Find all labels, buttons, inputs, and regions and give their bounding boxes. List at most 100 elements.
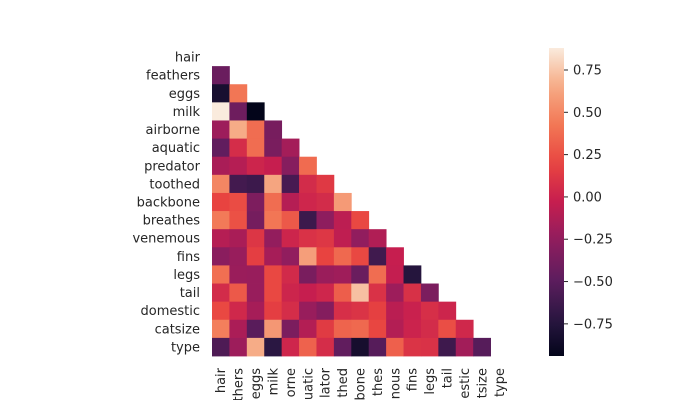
x-tick-label-hair: hair — [214, 367, 229, 393]
heatmap-cell-type-catsize — [473, 337, 491, 357]
heatmap-cell-aquatic-feathers — [229, 138, 248, 158]
heatmap-cell-catsize-backbone — [351, 319, 370, 339]
heatmap-cell-tail-predator — [316, 283, 335, 303]
heatmap-cell-breathes-hair — [212, 211, 230, 230]
heatmap-cell-tail-toothed — [333, 283, 352, 303]
x-tick-label-milk: milk — [266, 368, 281, 396]
x-tick-label-legs: legs — [423, 368, 438, 395]
heatmap-cell-breathes-feathers — [229, 211, 248, 230]
y-tick-label-venemous: venemous — [132, 232, 200, 247]
x-tick-label-type: type — [493, 368, 508, 397]
heatmap-cell-catsize-breathes — [368, 319, 387, 339]
heatmap-cell-backbone-toothed — [333, 192, 352, 212]
heatmap-cell-domestic-eggs — [246, 301, 265, 321]
heatmap-cell-legs-breathes — [368, 265, 387, 284]
heatmap-cell-domestic-milk — [264, 301, 283, 321]
heatmap-cell-feathers-hair — [212, 66, 230, 85]
heatmap-cell-breathes-airborne — [281, 211, 300, 230]
y-tick-label-milk: milk — [173, 105, 201, 120]
heatmap-cell-toothed-aquatic — [299, 174, 317, 194]
heatmap-cell-venemous-milk — [264, 229, 283, 248]
heatmap-cell-domestic-aquatic — [299, 301, 317, 321]
colorbar-gradient — [549, 48, 564, 356]
heatmap-cell-predator-milk — [264, 156, 283, 176]
heatmap-cell-tail-eggs — [246, 283, 265, 303]
x-tick-label-feathers: thers — [232, 368, 247, 400]
heatmap-cell-backbone-aquatic — [299, 192, 317, 212]
heatmap-cell-backbone-feathers — [229, 192, 248, 212]
heatmap-cell-venemous-feathers — [229, 229, 248, 248]
heatmap-cell-fins-breathes — [368, 247, 387, 266]
y-tick-label-aquatic: aquatic — [152, 141, 200, 156]
heatmap-cell-backbone-eggs — [246, 192, 265, 212]
heatmap-cell-milk-eggs — [246, 102, 265, 121]
heatmap-cell-eggs-feathers — [229, 84, 248, 103]
colorbar-tick-label: 0.75 — [573, 64, 602, 79]
heatmap-cell-eggs-hair — [212, 84, 230, 103]
heatmap-cell-tail-milk — [264, 283, 283, 303]
heatmap-cell-type-fins — [403, 337, 422, 357]
heatmap-cell-venemous-backbone — [351, 229, 370, 248]
heatmap-cell-catsize-feathers — [229, 319, 248, 339]
heatmap-cell-predator-aquatic — [299, 156, 317, 176]
heatmap-cell-catsize-venemous — [386, 319, 404, 339]
heatmap-cell-catsize-aquatic — [299, 319, 317, 339]
x-tick-label-eggs: eggs — [249, 368, 264, 400]
y-tick-label-airborne: airborne — [146, 123, 200, 138]
heatmap-cell-type-domestic — [455, 337, 474, 357]
colorbar: 0.75 0.50 0.25 0.00 −0.25 −0.50 −0.75 — [549, 48, 613, 356]
heatmap-cell-toothed-airborne — [281, 174, 300, 194]
heatmap-cell-type-feathers — [229, 337, 248, 357]
heatmap-cell-catsize-fins — [403, 319, 422, 339]
heatmap-cell-legs-toothed — [333, 265, 352, 284]
colorbar-tick-label: 0.00 — [573, 190, 602, 205]
heatmap-cell-tail-fins — [403, 283, 422, 303]
heatmap-cell-catsize-legs — [420, 319, 439, 339]
heatmap-cell-catsize-hair — [212, 319, 230, 339]
heatmap-cell-toothed-eggs — [246, 174, 265, 194]
heatmap-cell-fins-predator — [316, 247, 335, 266]
heatmap-cell-legs-airborne — [281, 265, 300, 284]
y-tick-label-backbone: backbone — [137, 196, 200, 211]
heatmap-cell-fins-aquatic — [299, 247, 317, 266]
heatmap-cell-tail-feathers — [229, 283, 248, 303]
heatmap-cell-legs-backbone — [351, 265, 370, 284]
heatmap-cell-predator-feathers — [229, 156, 248, 176]
y-tick-label-hair: hair — [175, 51, 201, 66]
heatmap-cell-breathes-milk — [264, 211, 283, 230]
heatmap-cell-tail-hair — [212, 283, 230, 303]
heatmap-cell-catsize-tail — [438, 319, 457, 339]
heatmap-cell-toothed-feathers — [229, 174, 248, 194]
heatmap-cell-legs-aquatic — [299, 265, 317, 284]
heatmap-cell-domestic-hair — [212, 301, 230, 321]
y-tick-label-toothed: toothed — [149, 177, 200, 192]
heatmap-cell-tail-venemous — [386, 283, 404, 303]
heatmap-cell-aquatic-airborne — [281, 138, 300, 158]
y-tick-label-predator: predator — [144, 159, 201, 174]
heatmap-cell-fins-airborne — [281, 247, 300, 266]
heatmap-cell-breathes-aquatic — [299, 211, 317, 230]
heatmap-cell-predator-eggs — [246, 156, 265, 176]
x-tick-label-fins: fins — [406, 368, 421, 391]
heatmap-cell-aquatic-hair — [212, 138, 230, 158]
x-tick-label-breathes: thes — [371, 368, 386, 396]
heatmap-cell-aquatic-eggs — [246, 138, 265, 158]
heatmap-cell-toothed-milk — [264, 174, 283, 194]
heatmap-cell-domestic-tail — [438, 301, 457, 321]
heatmap-cell-type-toothed — [333, 337, 352, 357]
heatmap-cell-fins-eggs — [246, 247, 265, 266]
heatmap-cell-venemous-hair — [212, 229, 230, 248]
heatmap-cell-airborne-milk — [264, 120, 283, 139]
y-tick-label-tail: tail — [180, 286, 200, 301]
y-tick-label-feathers: feathers — [146, 69, 200, 84]
heatmap-cell-airborne-eggs — [246, 120, 265, 139]
x-tick-label-venemous: nous — [388, 368, 403, 399]
heatmap-cell-backbone-hair — [212, 192, 230, 212]
heatmap-cell-fins-feathers — [229, 247, 248, 266]
heatmap-cell-domestic-backbone — [351, 301, 370, 321]
heatmap-cells — [212, 66, 491, 357]
heatmap-cell-legs-eggs — [246, 265, 265, 284]
y-tick-label-type: type — [171, 340, 200, 355]
heatmap-cell-toothed-predator — [316, 174, 335, 194]
